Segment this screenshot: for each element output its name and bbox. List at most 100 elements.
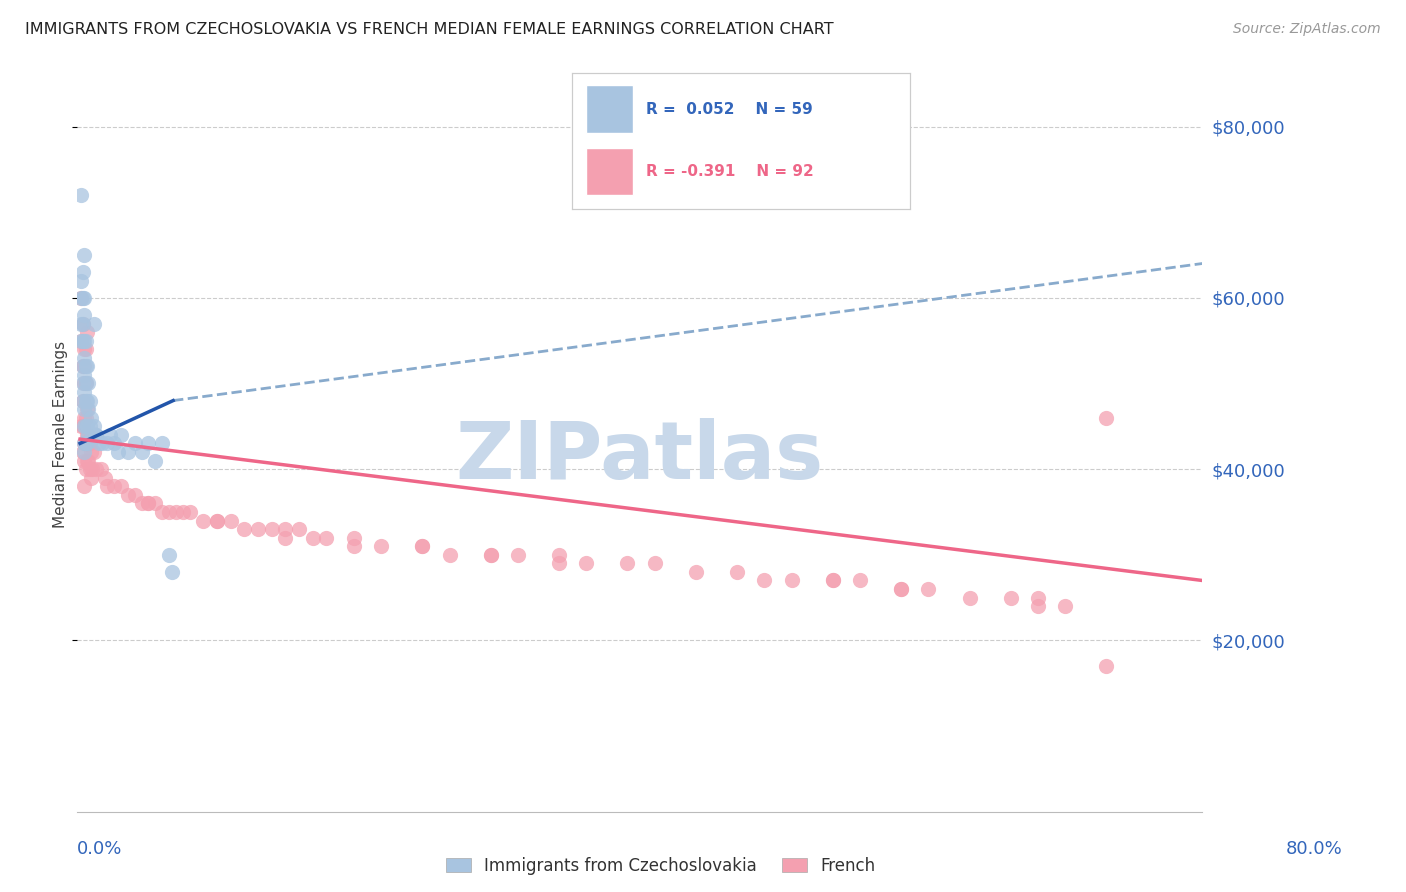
Point <box>117 445 139 459</box>
Point <box>75 376 97 391</box>
Point <box>76 393 98 408</box>
Legend: Immigrants from Czechoslovakia, French: Immigrants from Czechoslovakia, French <box>446 856 876 875</box>
Point <box>72 317 94 331</box>
Point <box>73 445 96 459</box>
Point <box>73 479 96 493</box>
Point <box>157 548 180 562</box>
Point <box>548 548 571 562</box>
Point <box>131 445 153 459</box>
Point <box>73 436 96 450</box>
Point <box>131 496 153 510</box>
Point <box>72 334 94 348</box>
Point <box>1000 591 1022 605</box>
Point <box>233 522 256 536</box>
Point <box>917 582 939 596</box>
Point <box>73 248 96 262</box>
Point <box>301 531 323 545</box>
Point <box>138 436 160 450</box>
Point <box>72 376 94 391</box>
Point <box>124 436 146 450</box>
Point <box>205 514 228 528</box>
Point <box>1095 410 1118 425</box>
Point <box>73 368 96 382</box>
Point <box>370 539 392 553</box>
Point <box>821 574 844 588</box>
Point <box>75 334 97 348</box>
Point <box>616 557 638 571</box>
Point <box>72 265 94 279</box>
Point <box>86 462 108 476</box>
Point <box>219 514 242 528</box>
Point <box>70 334 93 348</box>
Point <box>70 419 93 434</box>
Point <box>83 445 105 459</box>
Point <box>1054 599 1077 614</box>
Text: 80.0%: 80.0% <box>1286 840 1343 858</box>
Point <box>73 436 96 450</box>
Point <box>103 479 125 493</box>
Point <box>138 496 160 510</box>
Point <box>274 531 297 545</box>
Point <box>72 393 94 408</box>
Point <box>157 505 180 519</box>
Point <box>110 428 132 442</box>
Point <box>80 445 103 459</box>
Point <box>644 557 666 571</box>
Point <box>315 531 337 545</box>
Point <box>86 428 108 442</box>
Point <box>75 393 97 408</box>
Point <box>73 334 96 348</box>
Point <box>70 317 93 331</box>
Text: 0.0%: 0.0% <box>77 840 122 858</box>
Point <box>780 574 803 588</box>
Text: IMMIGRANTS FROM CZECHOSLOVAKIA VS FRENCH MEDIAN FEMALE EARNINGS CORRELATION CHAR: IMMIGRANTS FROM CZECHOSLOVAKIA VS FRENCH… <box>25 22 834 37</box>
Point <box>70 334 93 348</box>
Point <box>70 188 93 202</box>
Point <box>76 436 98 450</box>
Point <box>73 351 96 365</box>
Point <box>91 436 114 450</box>
Point <box>150 436 173 450</box>
Point <box>72 317 94 331</box>
Point <box>76 453 98 467</box>
Point <box>685 565 707 579</box>
Point <box>506 548 529 562</box>
Point <box>86 428 108 442</box>
Point <box>98 428 121 442</box>
Point <box>138 496 160 510</box>
Point <box>439 548 461 562</box>
Point <box>1095 659 1118 673</box>
Point <box>124 488 146 502</box>
Point <box>96 479 118 493</box>
Point <box>79 462 101 476</box>
Point <box>82 428 104 442</box>
Point <box>76 428 98 442</box>
Point <box>193 514 215 528</box>
Point <box>75 410 97 425</box>
Point <box>1026 599 1049 614</box>
Point <box>548 557 571 571</box>
Point <box>73 453 96 467</box>
Point <box>165 505 187 519</box>
Point <box>117 488 139 502</box>
Point <box>73 376 96 391</box>
Point <box>890 582 912 596</box>
Point <box>79 436 101 450</box>
Point <box>89 436 111 450</box>
Point <box>260 522 283 536</box>
Point <box>75 342 97 356</box>
Point <box>70 291 93 305</box>
Point <box>160 565 183 579</box>
Point <box>83 419 105 434</box>
Point <box>72 359 94 374</box>
Point <box>90 462 112 476</box>
Point <box>411 539 433 553</box>
Point <box>1026 591 1049 605</box>
Point <box>575 557 598 571</box>
Point <box>73 419 96 434</box>
Point <box>821 574 844 588</box>
Point <box>73 410 96 425</box>
Point <box>72 419 94 434</box>
Point <box>76 359 98 374</box>
Point <box>143 496 166 510</box>
